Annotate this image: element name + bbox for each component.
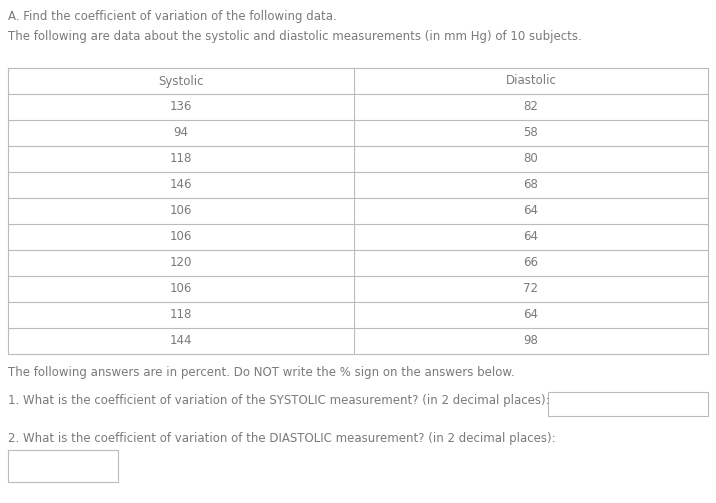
Text: 106: 106 bbox=[170, 205, 192, 217]
Text: 118: 118 bbox=[170, 152, 192, 165]
Bar bbox=[8, 450, 118, 482]
Text: 66: 66 bbox=[523, 257, 538, 270]
Text: 2. What is the coefficient of variation of the DIASTOLIC measurement? (in 2 deci: 2. What is the coefficient of variation … bbox=[8, 432, 556, 445]
Text: Systolic: Systolic bbox=[158, 74, 204, 88]
Text: 118: 118 bbox=[170, 308, 192, 321]
Text: 106: 106 bbox=[170, 283, 192, 295]
Text: 94: 94 bbox=[173, 126, 188, 139]
Text: 68: 68 bbox=[523, 179, 538, 192]
Text: The following are data about the systolic and diastolic measurements (in mm Hg) : The following are data about the systoli… bbox=[8, 30, 581, 43]
Text: 144: 144 bbox=[170, 334, 193, 348]
Text: 120: 120 bbox=[170, 257, 192, 270]
Text: 64: 64 bbox=[523, 230, 538, 243]
Text: 136: 136 bbox=[170, 101, 192, 114]
Text: 64: 64 bbox=[523, 205, 538, 217]
Text: Diastolic: Diastolic bbox=[505, 74, 556, 88]
Text: A. Find the coefficient of variation of the following data.: A. Find the coefficient of variation of … bbox=[8, 10, 337, 23]
Text: 1. What is the coefficient of variation of the SYSTOLIC measurement? (in 2 decim: 1. What is the coefficient of variation … bbox=[8, 394, 550, 407]
Text: 82: 82 bbox=[523, 101, 538, 114]
Text: 58: 58 bbox=[523, 126, 538, 139]
Text: 64: 64 bbox=[523, 308, 538, 321]
Text: The following answers are in percent. Do NOT write the % sign on the answers bel: The following answers are in percent. Do… bbox=[8, 366, 515, 379]
Text: 98: 98 bbox=[523, 334, 538, 348]
Text: 80: 80 bbox=[523, 152, 538, 165]
Text: 106: 106 bbox=[170, 230, 192, 243]
Text: 72: 72 bbox=[523, 283, 538, 295]
Text: 146: 146 bbox=[170, 179, 193, 192]
Bar bbox=[548, 392, 708, 416]
